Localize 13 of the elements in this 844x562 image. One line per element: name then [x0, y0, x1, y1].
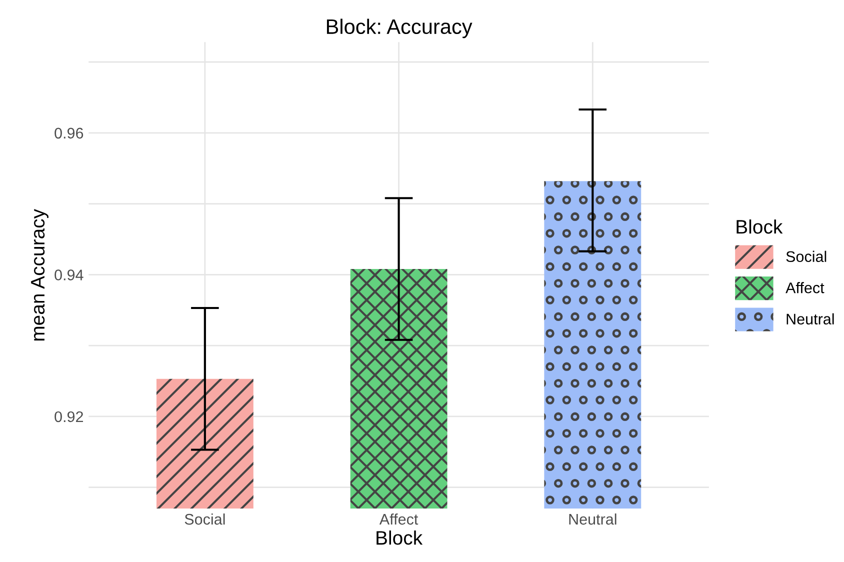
chart-title: Block: Accuracy — [326, 18, 472, 38]
y-axis-title: mean Accuracy — [31, 208, 48, 341]
x-tick-label: Affect — [379, 513, 418, 525]
legend-label: Neutral — [786, 313, 834, 325]
legend-label: Social — [786, 250, 826, 262]
y-tick-label: 0.96 — [54, 128, 84, 139]
y-tick-label: 0.92 — [54, 411, 83, 422]
legend-label: Affect — [786, 282, 824, 294]
x-axis-title: Block — [376, 530, 423, 545]
legend-title: Block — [736, 219, 783, 234]
y-tick-label: 0.94 — [54, 270, 84, 280]
x-tick-label: Neutral — [569, 513, 616, 525]
x-tick-label: Social — [184, 513, 225, 525]
